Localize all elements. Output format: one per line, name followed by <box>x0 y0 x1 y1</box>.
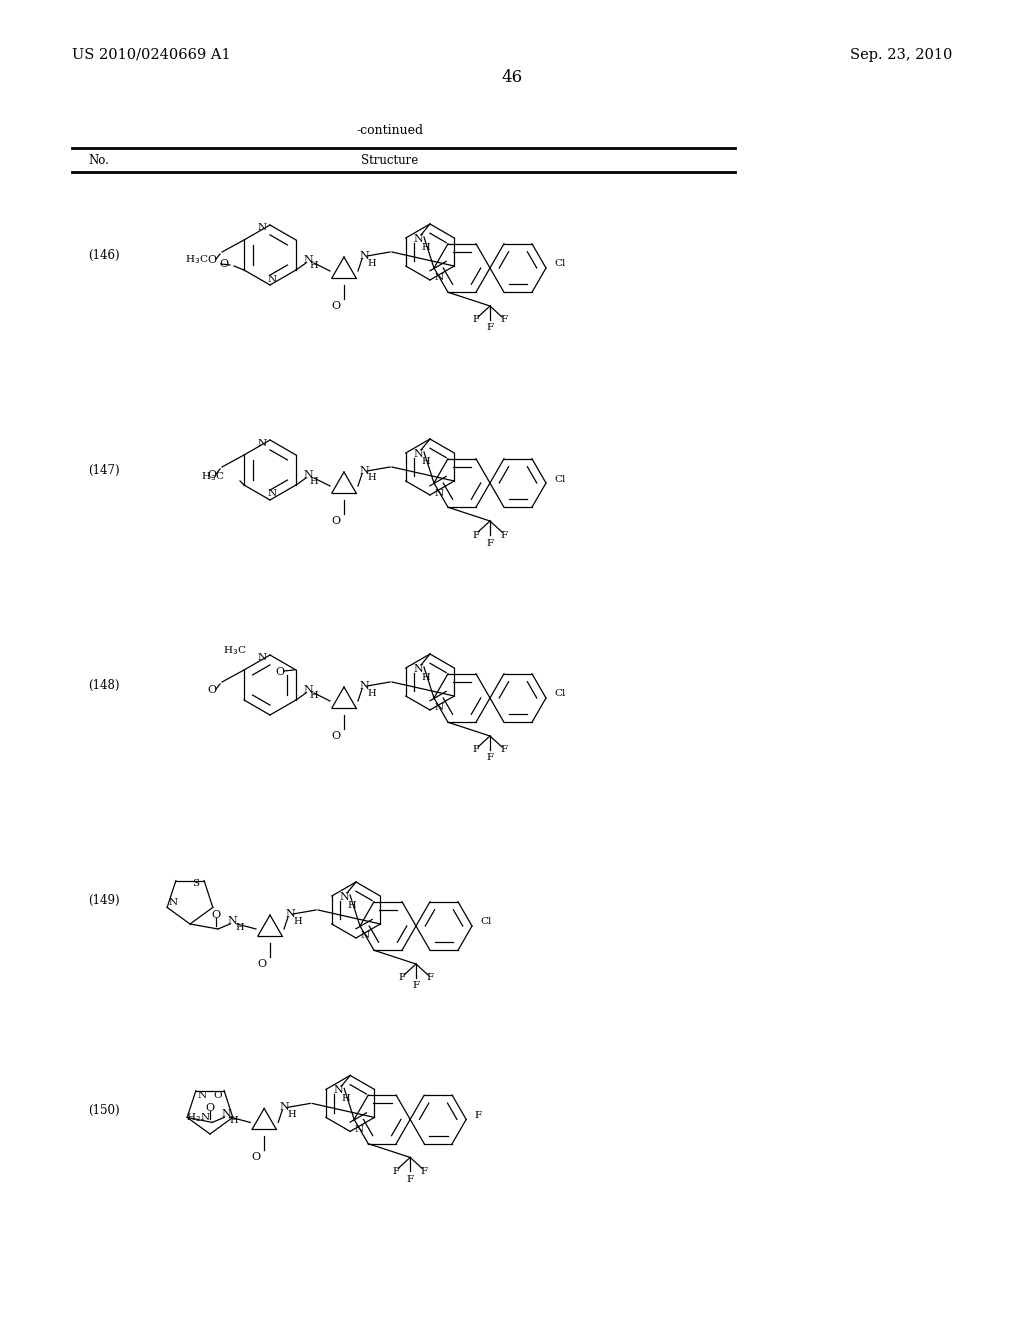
Text: H: H <box>342 1094 350 1104</box>
Text: N: N <box>434 704 443 713</box>
Text: Cl: Cl <box>480 917 492 927</box>
Text: N: N <box>267 490 276 499</box>
Text: (150): (150) <box>88 1104 120 1117</box>
Text: H: H <box>422 458 430 466</box>
Text: H: H <box>368 474 376 483</box>
Text: N: N <box>339 892 349 902</box>
Text: N: N <box>280 1102 289 1113</box>
Text: N: N <box>285 909 295 919</box>
Text: O: O <box>214 1092 222 1100</box>
Text: N: N <box>198 1092 207 1100</box>
Text: H$_2$N: H$_2$N <box>186 1111 211 1123</box>
Text: F: F <box>486 754 494 763</box>
Text: (148): (148) <box>88 678 120 692</box>
Text: O: O <box>257 960 266 969</box>
Text: N: N <box>359 681 369 690</box>
Text: O: O <box>275 667 285 677</box>
Text: 46: 46 <box>502 70 522 87</box>
Text: O: O <box>332 301 341 312</box>
Text: N: N <box>333 1085 343 1096</box>
Text: H: H <box>348 900 356 909</box>
Text: N: N <box>169 898 178 907</box>
Text: N: N <box>413 664 423 675</box>
Text: H$_3$C: H$_3$C <box>184 253 208 267</box>
Text: Cl: Cl <box>554 474 565 483</box>
Text: O: O <box>252 1152 261 1163</box>
Text: N: N <box>354 1125 364 1134</box>
Text: F: F <box>501 315 508 325</box>
Text: O: O <box>206 1104 215 1113</box>
Text: O: O <box>219 259 228 269</box>
Text: H: H <box>229 1115 239 1125</box>
Text: O: O <box>332 731 341 741</box>
Text: O: O <box>211 909 220 920</box>
Text: N: N <box>360 932 370 940</box>
Text: N: N <box>267 275 276 284</box>
Text: H$_3$C: H$_3$C <box>201 471 224 483</box>
Text: N: N <box>413 449 423 459</box>
Text: No.: No. <box>88 153 109 166</box>
Text: F: F <box>501 531 508 540</box>
Text: Cl: Cl <box>554 689 565 698</box>
Text: Cl: Cl <box>554 260 565 268</box>
Text: F: F <box>486 539 494 548</box>
Text: (147): (147) <box>88 463 120 477</box>
Text: F: F <box>472 315 479 325</box>
Text: N: N <box>221 1109 231 1119</box>
Text: H$_3$C: H$_3$C <box>222 644 246 657</box>
Text: H: H <box>368 689 376 697</box>
Text: F: F <box>413 982 420 990</box>
Text: N: N <box>303 685 313 696</box>
Text: H: H <box>309 692 318 701</box>
Text: N: N <box>413 234 423 244</box>
Text: F: F <box>486 323 494 333</box>
Text: O: O <box>208 685 217 696</box>
Text: O: O <box>208 470 217 480</box>
Text: F: F <box>501 746 508 755</box>
Text: O: O <box>208 255 217 265</box>
Text: H: H <box>368 259 376 268</box>
Text: (149): (149) <box>88 894 120 907</box>
Text: US 2010/0240669 A1: US 2010/0240669 A1 <box>72 48 230 62</box>
Text: H: H <box>294 916 302 925</box>
Text: N: N <box>434 488 443 498</box>
Text: Sep. 23, 2010: Sep. 23, 2010 <box>850 48 952 62</box>
Text: F: F <box>421 1167 428 1176</box>
Text: F: F <box>474 1111 481 1119</box>
Text: F: F <box>398 974 406 982</box>
Text: H: H <box>309 261 318 271</box>
Text: H: H <box>422 672 430 681</box>
Text: Structure: Structure <box>361 153 419 166</box>
Text: H: H <box>309 477 318 486</box>
Text: -continued: -continued <box>356 124 424 136</box>
Text: H: H <box>236 923 245 932</box>
Text: H: H <box>422 243 430 252</box>
Text: F: F <box>407 1175 414 1184</box>
Text: N: N <box>257 438 266 447</box>
Text: S: S <box>193 879 200 888</box>
Text: N: N <box>359 251 369 261</box>
Text: F: F <box>472 746 479 755</box>
Text: N: N <box>303 470 313 480</box>
Text: N: N <box>303 255 313 265</box>
Text: N: N <box>257 652 266 661</box>
Text: F: F <box>426 974 433 982</box>
Text: N: N <box>359 466 369 477</box>
Text: N: N <box>257 223 266 232</box>
Text: H: H <box>288 1110 297 1119</box>
Text: O: O <box>332 516 341 525</box>
Text: F: F <box>392 1167 399 1176</box>
Text: (146): (146) <box>88 248 120 261</box>
Text: F: F <box>472 531 479 540</box>
Text: N: N <box>434 273 443 282</box>
Text: N: N <box>227 916 237 927</box>
